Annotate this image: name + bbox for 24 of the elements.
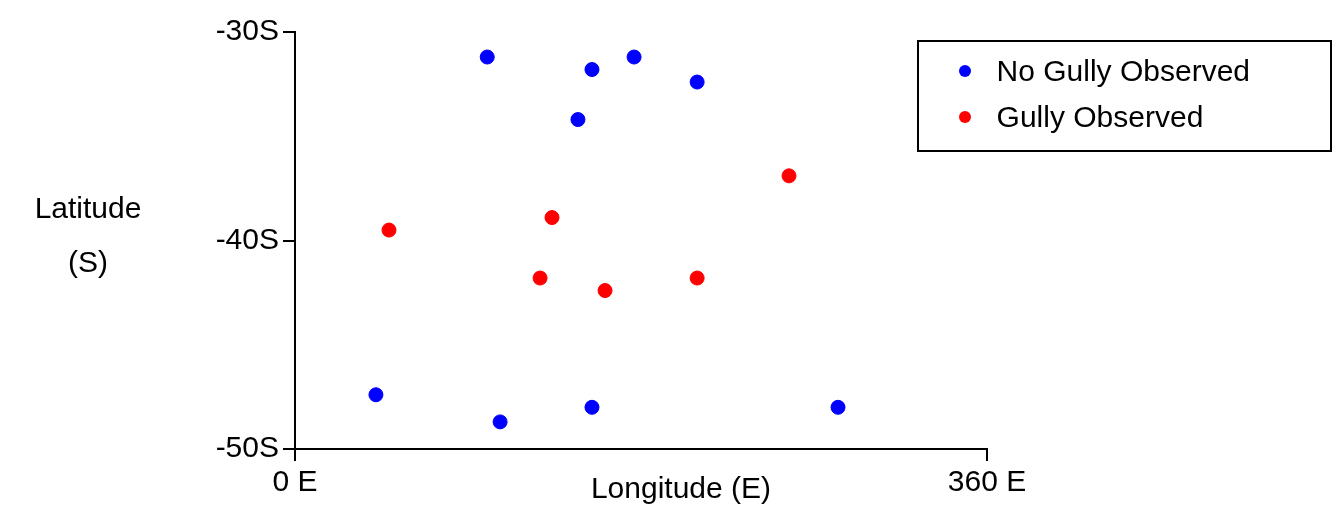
point: [689, 74, 705, 90]
point: [381, 222, 397, 238]
y-tick-label: -50S: [215, 430, 279, 464]
point: [368, 387, 384, 403]
point: [532, 270, 548, 286]
y-axis-title: Latitude (S): [34, 191, 142, 279]
point: [830, 399, 846, 415]
point: [544, 210, 560, 226]
x-tick-label: 0 E: [272, 464, 318, 498]
point: [584, 62, 600, 78]
x-axis-title: Longitude (E): [590, 471, 772, 505]
point: [492, 414, 508, 430]
point: [626, 49, 642, 65]
legend-label: No Gully Observed: [996, 54, 1250, 88]
point: [584, 399, 600, 415]
point: [479, 49, 495, 65]
point: [597, 283, 613, 299]
y-tick-label: -40S: [215, 221, 279, 255]
legend-label: Gully Observed: [996, 100, 1204, 134]
x-tick-label: 360 E: [947, 464, 1027, 498]
point: [570, 112, 586, 128]
y-tick-label: -30S: [215, 13, 279, 47]
point: [689, 270, 705, 286]
point: [781, 168, 797, 184]
